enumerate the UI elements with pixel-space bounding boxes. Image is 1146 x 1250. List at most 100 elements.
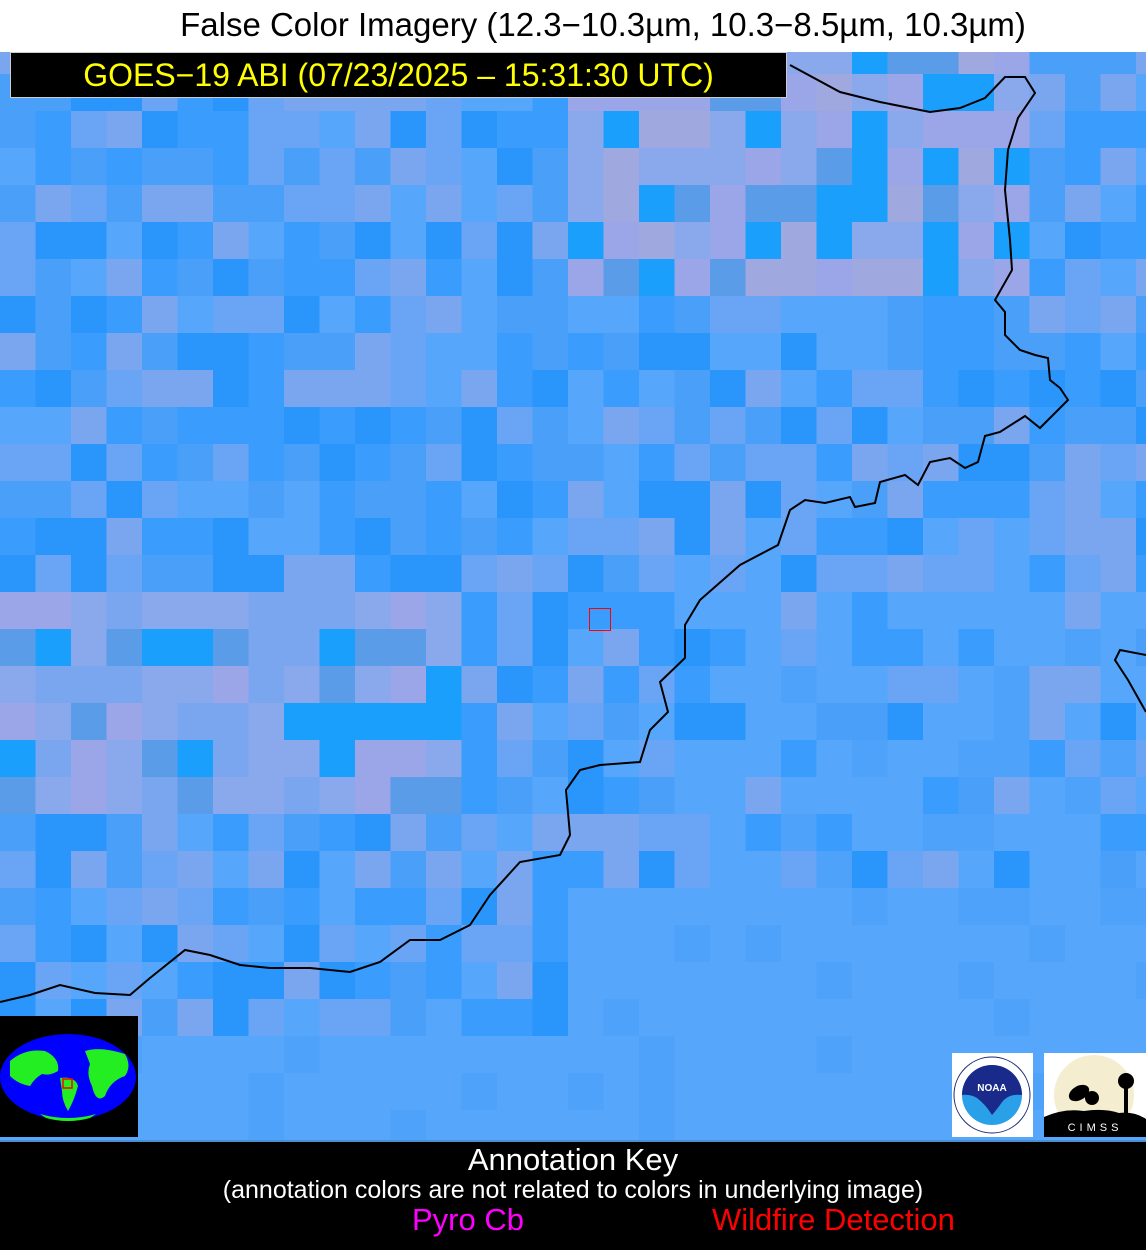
imagery-pixel: [603, 962, 640, 1000]
imagery-pixel: [213, 1110, 250, 1140]
imagery-pixel: [710, 296, 747, 334]
imagery-pixel: [568, 222, 605, 260]
imagery-pixel: [248, 444, 285, 482]
annotation-key: Annotation Key (annotation colors are no…: [0, 1140, 1146, 1250]
imagery-pixel: [213, 222, 250, 260]
imagery-pixel: [213, 740, 250, 778]
imagery-pixel: [248, 1110, 285, 1140]
imagery-pixel: [426, 296, 463, 334]
imagery-pixel: [177, 222, 214, 260]
imagery-pixel: [994, 814, 1031, 852]
imagery-pixel: [426, 185, 463, 223]
imagery-pixel: [923, 555, 960, 593]
imagery-pixel: [958, 703, 995, 741]
imagery-pixel: [1136, 148, 1146, 186]
imagery-pixel: [816, 962, 853, 1000]
imagery-pixel: [390, 148, 427, 186]
imagery-pixel: [142, 222, 179, 260]
imagery-pixel: [1065, 814, 1102, 852]
imagery-pixel: [390, 222, 427, 260]
imagery-pixel: [0, 851, 37, 889]
imagery-pixel: [177, 296, 214, 334]
imagery-pixel: [355, 555, 392, 593]
imagery-pixel: [852, 74, 889, 112]
imagery-pixel: [816, 370, 853, 408]
imagery-pixel: [0, 592, 37, 630]
imagery-pixel: [35, 555, 72, 593]
imagery-pixel: [284, 592, 321, 630]
imagery-pixel: [497, 296, 534, 334]
imagery-pixel: [71, 148, 108, 186]
imagery-pixel: [639, 1036, 676, 1074]
imagery-pixel: [816, 1036, 853, 1074]
imagery-pixel: [1100, 740, 1137, 778]
imagery-pixel: [106, 444, 143, 482]
imagery-pixel: [781, 851, 818, 889]
imagery-pixel: [35, 888, 72, 926]
imagery-pixel: [35, 296, 72, 334]
imagery-pixel: [142, 481, 179, 519]
imagery-pixel: [745, 111, 782, 149]
imagery-pixel: [426, 962, 463, 1000]
imagery-pixel: [142, 1073, 179, 1111]
imagery-pixel: [71, 555, 108, 593]
imagery-pixel: [390, 296, 427, 334]
imagery-pixel: [1029, 740, 1066, 778]
imagery-pixel: [958, 999, 995, 1037]
imagery-pixel: [142, 185, 179, 223]
imagery-pixel: [213, 296, 250, 334]
imagery-pixel: [177, 629, 214, 667]
imagery-pixel: [639, 629, 676, 667]
imagery-pixel: [745, 888, 782, 926]
imagery-pixel: [887, 814, 924, 852]
imagery-pixel: [816, 407, 853, 445]
imagery-pixel: [958, 740, 995, 778]
imagery-pixel: [319, 185, 356, 223]
imagery-pixel: [568, 1073, 605, 1111]
imagery-pixel: [887, 333, 924, 371]
imagery-pixel: [390, 555, 427, 593]
imagery-pixel: [603, 296, 640, 334]
imagery-pixel: [568, 962, 605, 1000]
imagery-pixel: [461, 592, 498, 630]
imagery-pixel: [532, 629, 569, 667]
imagery-pixel: [958, 814, 995, 852]
imagery-pixel: [603, 999, 640, 1037]
imagery-pixel: [142, 518, 179, 556]
imagery-pixel: [603, 370, 640, 408]
imagery-pixel: [745, 259, 782, 297]
imagery-pixel: [177, 851, 214, 889]
imagery-pixel: [568, 407, 605, 445]
imagery-pixel: [426, 111, 463, 149]
imagery-pixel: [710, 185, 747, 223]
imagery-pixel: [887, 296, 924, 334]
imagery-pixel: [319, 259, 356, 297]
imagery-pixel: [816, 814, 853, 852]
imagery-pixel: [106, 370, 143, 408]
imagery-pixel: [710, 1073, 747, 1111]
annotation-key-title: Annotation Key: [467, 1142, 679, 1177]
imagery-pixel: [639, 259, 676, 297]
imagery-pixel: [1136, 740, 1146, 778]
imagery-pixel: [426, 999, 463, 1037]
imagery-pixel: [674, 370, 711, 408]
imagery-pixel: [71, 925, 108, 963]
imagery-pixel: [142, 999, 179, 1037]
imagery-pixel: [284, 333, 321, 371]
imagery-pixel: [816, 185, 853, 223]
imagery-pixel: [213, 370, 250, 408]
imagery-pixel: [532, 703, 569, 741]
imagery-pixel: [923, 222, 960, 260]
imagery-pixel: [568, 111, 605, 149]
imagery-pixel: [994, 185, 1031, 223]
imagery-pixel: [1065, 333, 1102, 371]
imagery-pixel: [284, 370, 321, 408]
imagery-pixel: [1065, 222, 1102, 260]
imagery-pixel: [390, 925, 427, 963]
imagery-pixel: [284, 999, 321, 1037]
imagery-pixel: [390, 1036, 427, 1074]
imagery-pixel: [603, 555, 640, 593]
imagery-pixel: [710, 629, 747, 667]
imagery-pixel: [958, 185, 995, 223]
imagery-pixel: [35, 111, 72, 149]
